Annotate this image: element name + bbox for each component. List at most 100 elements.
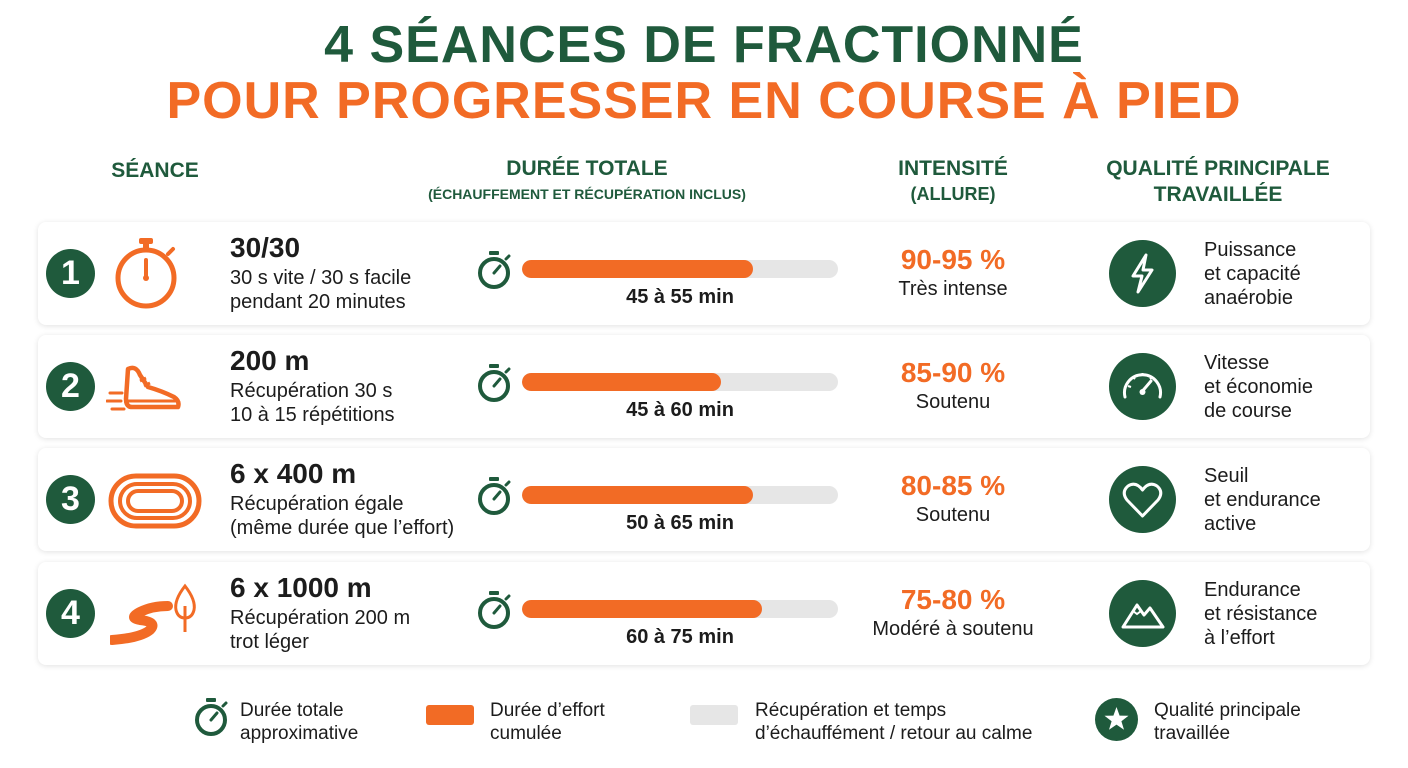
intensity-percent-3: 80-85 % — [900, 470, 1006, 501]
header-qualite-line1: QUALITÉ PRINCIPALE — [1106, 157, 1330, 180]
stopwatch-icon — [106, 236, 186, 312]
seance-detail-1-line-2: pendant 20 minutes — [230, 291, 406, 313]
mountain-icon — [1109, 580, 1176, 647]
running-track-icon — [108, 462, 204, 538]
seance-detail-2-line-1: Récupération 30 s — [230, 380, 393, 402]
legend-recup-line-1: Récupération et temps — [755, 700, 947, 721]
legend-recup-text: Récupération et temps d’échauffément / r… — [755, 699, 1032, 745]
quality-1-line-2: et capacité — [1204, 263, 1301, 285]
intensity-percent-1: 90-95 % — [900, 244, 1006, 275]
seance-title-3: 6 x 400 m — [230, 458, 357, 489]
legend-timer-line-1: Durée totale — [240, 700, 344, 721]
quality-2-line-2: et économie — [1204, 376, 1313, 398]
seance-detail-1: 30 s vite / 30 s facile pendant 20 minut… — [230, 266, 411, 314]
intensity-label-3: Soutenu — [915, 504, 991, 526]
seance-title-4: 6 x 1000 m — [230, 572, 372, 603]
timer-icon — [476, 250, 512, 290]
quality-1-line-1: Puissance — [1204, 239, 1297, 261]
quality-text-2: Vitesse et économie de course — [1204, 351, 1313, 423]
quality-text-3: Seuil et endurance active — [1204, 464, 1321, 536]
seance-detail-4-line-2: trot léger — [230, 631, 309, 653]
star-icon — [1095, 698, 1138, 741]
seance-detail-3: Récupération égale (même durée que l’eff… — [230, 492, 454, 540]
running-shoe-icon — [105, 349, 186, 425]
duration-label-3: 50 à 65 min — [626, 512, 734, 534]
seance-row-1: 1 30/30 30 s vite / 30 s facile pendant … — [38, 222, 1370, 325]
quality-4-line-2: et résistance — [1204, 603, 1318, 625]
heart-icon — [1109, 466, 1176, 533]
seance-detail-2: Récupération 30 s 10 à 15 répétitions — [230, 379, 395, 427]
seance-row-4: 4 6 x 1000 m Récupération 200 m trot lég… — [38, 562, 1370, 665]
header-qualite-line2: TRAVAILLÉE — [1153, 183, 1283, 206]
header-duree: DURÉE TOTALE (ÉCHAUFFEMENT ET RÉCUPÉRATI… — [400, 156, 774, 206]
duration-bar-2 — [522, 373, 838, 391]
quality-text-1: Puissance et capacité anaérobie — [1204, 238, 1301, 310]
timer-icon — [476, 590, 512, 630]
title-line-1: 4 SÉANCES DE FRACTIONNÉ — [324, 16, 1084, 74]
intensity-percent-4: 75-80 % — [900, 584, 1006, 615]
seance-detail-4: Récupération 200 m trot léger — [230, 606, 410, 654]
duration-bar-3 — [522, 486, 838, 504]
duration-label-4: 60 à 75 min — [626, 626, 734, 648]
seance-row-2: 2 200 m Récupération 30 s 10 à 15 répéti… — [38, 335, 1370, 438]
legend-effort-swatch — [426, 705, 474, 725]
seance-detail-2-line-2: 10 à 15 répétitions — [230, 404, 395, 426]
header-qualite: QUALITÉ PRINCIPALE TRAVAILLÉE — [1090, 156, 1346, 208]
effort-fill-2 — [522, 373, 722, 391]
header-seance: SÉANCE — [111, 159, 199, 182]
timer-icon — [476, 476, 512, 516]
legend-timer-line-2: approximative — [240, 723, 359, 744]
quality-3-line-2: et endurance — [1204, 489, 1321, 511]
effort-fill-3 — [522, 486, 753, 504]
header-duree-sub: (ÉCHAUFFEMENT ET RÉCUPÉRATION INCLUS) — [428, 186, 746, 202]
intensity-percent-2: 85-90 % — [900, 357, 1006, 388]
effort-fill-1 — [522, 260, 753, 278]
legend-quality-line-2: travaillée — [1154, 723, 1231, 744]
legend-effort-text: Durée d’effort cumulée — [490, 699, 605, 745]
legend-timer-text: Durée totale approximative — [240, 699, 358, 745]
seance-detail-1-line-1: 30 s vite / 30 s facile — [230, 267, 412, 289]
seance-detail-3-line-2: (même durée que l’effort) — [230, 517, 455, 539]
quality-2-line-1: Vitesse — [1204, 352, 1270, 374]
seance-title-2: 200 m — [230, 345, 310, 376]
seance-number-3: 3 — [46, 475, 95, 524]
lightning-icon — [1109, 240, 1176, 307]
legend-recup-line-2: d’échauffément / retour au calme — [755, 723, 1033, 744]
seance-title-1: 30/30 — [230, 232, 301, 263]
header-duree-title: DURÉE TOTALE — [506, 157, 668, 180]
seance-number-4: 4 — [46, 589, 95, 638]
title-line-2: POUR PROGRESSER EN COURSE À PIED — [166, 72, 1242, 130]
legend-quality-text: Qualité principale travaillée — [1154, 699, 1301, 745]
seance-detail-3-line-1: Récupération égale — [230, 493, 404, 515]
quality-4-line-3: à l’effort — [1204, 627, 1275, 649]
seance-detail-4-line-1: Récupération 200 m — [230, 607, 411, 629]
duration-bar-1 — [522, 260, 838, 278]
timer-icon — [476, 363, 512, 403]
quality-3-line-1: Seuil — [1204, 465, 1249, 487]
duration-label-2: 45 à 60 min — [626, 399, 734, 421]
legend-quality-line-1: Qualité principale — [1154, 700, 1301, 721]
winding-road-tree-icon — [107, 576, 206, 652]
legend-effort-line-2: cumulée — [490, 723, 562, 744]
seance-number-2: 2 — [46, 362, 95, 411]
quality-1-line-3: anaérobie — [1204, 287, 1293, 309]
quality-4-line-1: Endurance — [1204, 579, 1301, 601]
legend-effort-line-1: Durée d’effort — [490, 700, 605, 721]
quality-2-line-3: de course — [1204, 400, 1292, 422]
speedometer-icon — [1109, 353, 1176, 420]
header-intensite-sub: (ALLURE) — [910, 184, 996, 204]
duration-label-1: 45 à 55 min — [626, 286, 734, 308]
intensity-label-2: Soutenu — [915, 391, 991, 413]
header-intensite: INTENSITÉ (ALLURE) — [868, 156, 1038, 206]
quality-text-4: Endurance et résistance à l’effort — [1204, 578, 1317, 650]
intensity-label-4: Modéré à soutenu — [872, 618, 1034, 640]
effort-fill-4 — [522, 600, 763, 618]
header-intensite-title: INTENSITÉ — [898, 157, 1008, 180]
seance-row-3: 3 6 x 400 m Récupération égale (même dur… — [38, 448, 1370, 551]
legend-recup-swatch — [690, 705, 738, 725]
duration-bar-4 — [522, 600, 838, 618]
quality-3-line-3: active — [1204, 513, 1257, 535]
seance-number-1: 1 — [46, 249, 95, 298]
intensity-label-1: Très intense — [898, 278, 1008, 300]
legend-timer-icon — [193, 697, 229, 737]
